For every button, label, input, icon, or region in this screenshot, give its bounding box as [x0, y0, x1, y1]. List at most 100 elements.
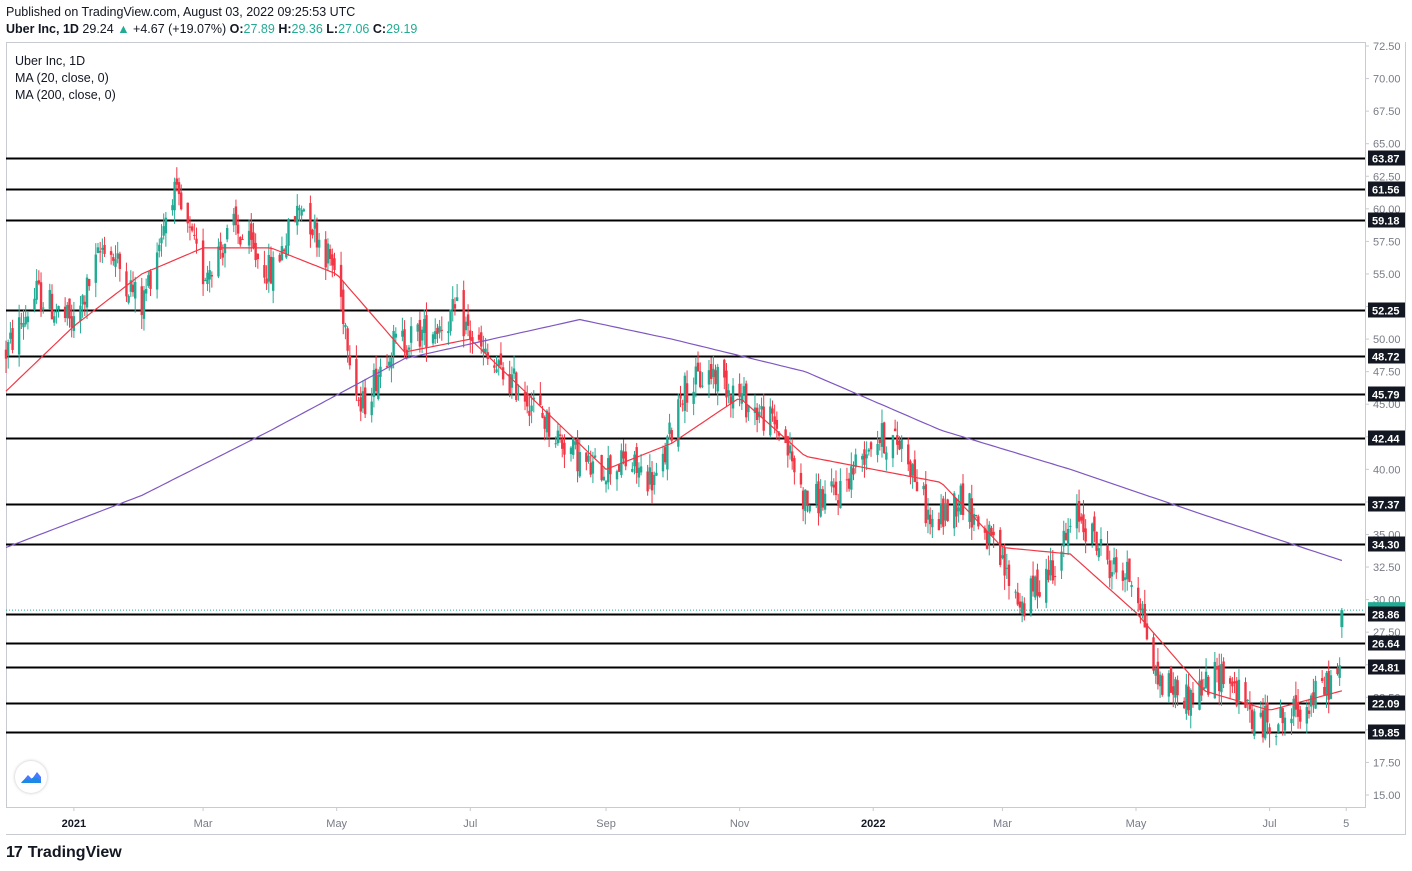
candle-body: [436, 327, 439, 335]
candle-body: [959, 485, 963, 515]
ma200-line[interactable]: [5, 318, 1343, 562]
candle-body: [836, 500, 840, 505]
candle-body: [464, 321, 468, 331]
x-tick-label: May: [326, 818, 347, 830]
candle-body: [1069, 525, 1072, 527]
candle-body: [1305, 707, 1309, 724]
ma20-line[interactable]: [5, 247, 1343, 711]
candle-body: [1128, 558, 1131, 582]
candle-body: [1220, 663, 1223, 693]
candle-body: [1327, 670, 1330, 700]
tradingview-cloud-button[interactable]: [15, 761, 47, 793]
candle-body: [893, 428, 897, 432]
candle-body: [370, 401, 373, 416]
legend-ma20[interactable]: MA (20, close, 0): [15, 71, 109, 85]
candle-body: [1228, 678, 1232, 684]
candle-body: [372, 369, 376, 397]
candle-body: [753, 407, 757, 413]
candle-body: [175, 178, 179, 185]
level-label-bg: [1368, 348, 1405, 364]
candle-body: [447, 331, 450, 334]
level-label: 28.86: [1372, 610, 1400, 622]
candle-body: [484, 348, 487, 353]
candle-body: [344, 324, 347, 328]
candle-body: [716, 366, 719, 392]
level-label-bg: [1368, 659, 1405, 675]
candle-body: [1215, 667, 1219, 670]
candle-body: [423, 318, 426, 333]
candle-body: [852, 468, 855, 475]
candle-body: [482, 348, 485, 353]
candle-body: [271, 257, 275, 291]
level-label: 26.64: [1372, 639, 1400, 651]
candle-body: [1189, 689, 1192, 716]
candle-body: [944, 503, 947, 521]
candle-body: [617, 464, 621, 472]
candle-body: [1003, 547, 1006, 576]
candle-body: [309, 203, 312, 235]
candle-body: [990, 527, 993, 536]
candle-body: [315, 222, 319, 248]
candle-body: [1051, 560, 1054, 581]
candle-body: [694, 366, 698, 385]
candle-body: [1261, 710, 1265, 738]
candle-body: [786, 436, 790, 456]
candle-body: [788, 445, 792, 454]
candle-body: [252, 232, 255, 248]
candle-body: [269, 256, 273, 284]
open-value: 27.89: [243, 22, 275, 36]
candle-body: [236, 224, 240, 234]
candle-body: [1077, 500, 1081, 522]
symbol-name: Uber Inc, 1D: [6, 22, 79, 36]
candle-body: [926, 509, 930, 520]
tradingview-logo[interactable]: 17 TradingView: [6, 844, 122, 862]
candle-body: [909, 461, 912, 477]
candle-body: [1047, 569, 1050, 581]
candle-body: [747, 405, 750, 413]
level-label: 45.79: [1372, 390, 1400, 402]
candle-body: [880, 423, 884, 447]
candle-body: [834, 481, 838, 496]
plot-frame: [6, 42, 1366, 808]
candle-body: [206, 272, 209, 284]
candle-body: [1112, 557, 1116, 565]
candle-body: [317, 239, 321, 248]
x-tick-label: Jul: [463, 818, 477, 830]
candle-body: [204, 279, 207, 281]
candle-body: [1106, 545, 1109, 560]
y-tick-label: 62.50: [1373, 171, 1401, 183]
candle-body: [438, 326, 441, 333]
candle-body: [983, 528, 987, 533]
candle-body: [1161, 675, 1164, 695]
candle-body: [637, 467, 641, 478]
candle-body: [1020, 601, 1024, 614]
candle-body: [328, 249, 332, 260]
candle-body: [727, 390, 730, 397]
candle-body: [1264, 705, 1267, 739]
candle-body: [1060, 551, 1063, 571]
candle-body: [961, 483, 965, 516]
legend-ma200[interactable]: MA (200, close, 0): [15, 88, 116, 102]
candle-body: [357, 399, 360, 401]
candle-body: [709, 364, 713, 379]
candle-body: [607, 458, 610, 483]
candle-body: [742, 386, 746, 395]
candle-body: [1204, 671, 1208, 688]
candle-body: [1222, 661, 1225, 685]
candle-body: [208, 270, 211, 280]
candle-body: [539, 394, 542, 406]
candle-body: [510, 374, 514, 388]
legend-title[interactable]: Uber Inc, 1D: [15, 54, 86, 68]
candle-body: [1338, 665, 1341, 678]
candle-body: [401, 330, 404, 337]
candle-body: [543, 416, 546, 429]
candle-body: [70, 316, 73, 328]
candle-body: [808, 505, 811, 512]
candle-body: [302, 209, 306, 212]
candle-body: [924, 484, 927, 524]
candle-body: [1314, 680, 1317, 709]
y-tick-label: 40.00: [1373, 464, 1401, 476]
candle-body: [477, 334, 481, 340]
candle-body: [431, 334, 435, 344]
